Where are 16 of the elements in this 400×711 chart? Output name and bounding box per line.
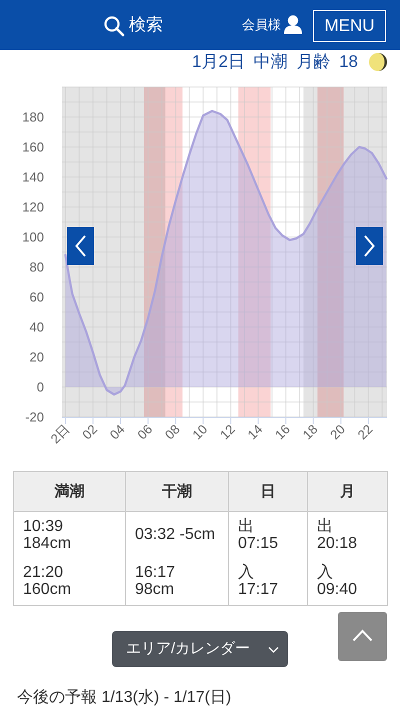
x-tick-label: 22 bbox=[354, 422, 376, 442]
x-tick-label: 16 bbox=[272, 422, 293, 442]
x-tick-label: 20 bbox=[327, 422, 348, 442]
x-tick-label: 18 bbox=[300, 422, 320, 442]
x-tick-label: 14 bbox=[244, 422, 266, 442]
x-tick-label: 10 bbox=[189, 422, 210, 442]
x-tick-label: 12 bbox=[216, 422, 238, 442]
x-tick-label: 04 bbox=[106, 422, 128, 442]
text: 今後の予報 1/13(水) - 1/17(日) bbox=[17, 688, 232, 708]
x-tick-label: 02 bbox=[79, 422, 100, 442]
text: 会員様 bbox=[242, 16, 281, 34]
x-tick-label: 06 bbox=[134, 422, 156, 442]
chart-title: 1月2日 中潮 月齢 18 bbox=[192, 51, 358, 73]
text: 検索 bbox=[129, 14, 163, 36]
x-tick-label: 08 bbox=[162, 422, 183, 442]
x-tick-label: 2日 bbox=[48, 422, 73, 446]
